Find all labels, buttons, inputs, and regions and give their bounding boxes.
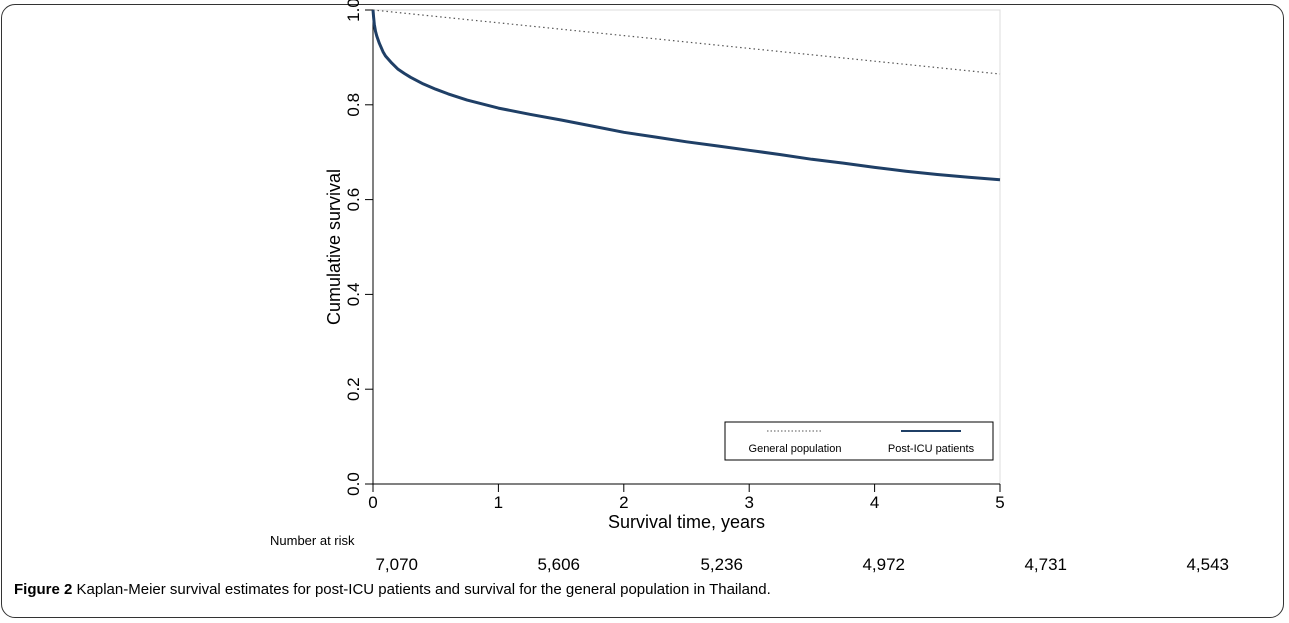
legend-box — [724, 421, 994, 461]
y-axis: 0.0 0.2 0.4 0.6 0.8 1.0 Cumulative survival — [324, 0, 374, 496]
x-tick-label: 3 — [744, 493, 753, 512]
number-at-risk-value: 5,236 — [700, 555, 743, 574]
caption-label: Figure 2 — [14, 581, 73, 598]
caption-text: Kaplan-Meier survival estimates for post… — [72, 581, 771, 598]
x-tick-label: 1 — [494, 493, 503, 512]
series-line-post-icu-patients — [371, 9, 1001, 182]
x-axis-title: Survival time, years — [608, 512, 765, 532]
plot-frame — [372, 9, 1001, 485]
y-tick-label: 1.0 — [344, 0, 363, 22]
x-tick-label: 2 — [619, 493, 628, 512]
figure-frame — [1, 4, 1284, 618]
x-tick-label: 0 — [368, 493, 377, 512]
y-tick-label: 0.0 — [344, 472, 363, 496]
plot-area — [372, 9, 1001, 485]
series-layer — [371, 9, 1001, 182]
x-tick-label: 4 — [870, 493, 879, 512]
y-tick-label: 0.4 — [344, 283, 363, 307]
number-at-risk-value: 4,543 — [1186, 555, 1229, 574]
legend-label: General population — [749, 443, 842, 455]
y-tick-label: 0.2 — [344, 377, 363, 401]
x-tick-label: 5 — [995, 493, 1004, 512]
legend-label: Post-ICU patients — [888, 443, 975, 455]
number-at-risk-title: Number at risk — [270, 533, 355, 548]
x-axis: 0 1 2 3 4 5 Survival time, years — [368, 483, 1005, 532]
number-at-risk-value: 5,606 — [537, 555, 580, 574]
y-tick-label: 0.6 — [344, 188, 363, 212]
legend: General population Post-ICU patients — [724, 421, 994, 461]
y-axis-title: Cumulative survival — [324, 169, 344, 325]
y-tick-label: 0.8 — [344, 93, 363, 117]
figure-caption: Figure 2 Kaplan-Meier survival estimates… — [14, 581, 771, 598]
number-at-risk-value: 4,731 — [1024, 555, 1067, 574]
number-at-risk-value: 4,972 — [862, 555, 905, 574]
number-at-risk-value: 7,070 — [375, 555, 418, 574]
number-at-risk-table: Number at risk 7,070 5,606 5,236 4,972 4,731 4… — [270, 533, 1229, 574]
series-line-general-population — [372, 9, 1001, 75]
